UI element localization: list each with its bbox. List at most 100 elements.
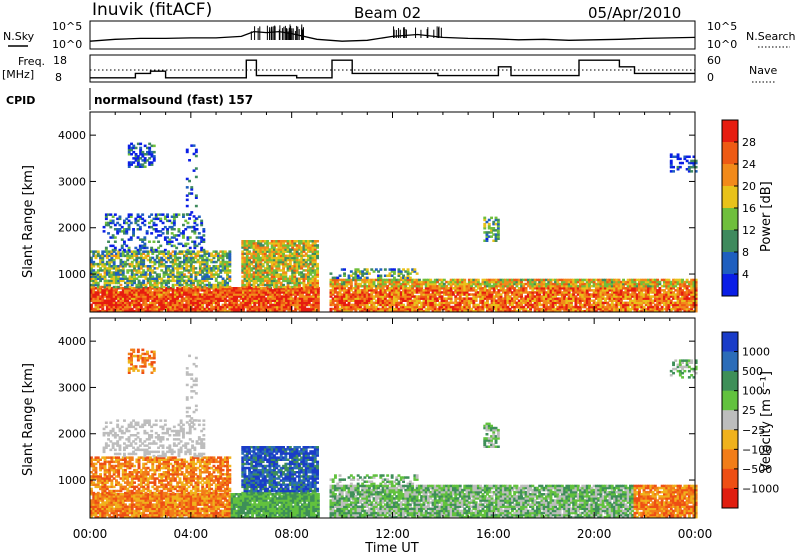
heatmap-cell <box>113 246 117 250</box>
heatmap-cell <box>223 293 227 296</box>
heatmap-cell <box>117 279 121 283</box>
heatmap-cell <box>295 244 299 247</box>
heatmap-cell <box>123 230 126 233</box>
heatmap-cell <box>94 277 98 280</box>
heatmap-cell <box>126 291 130 294</box>
heatmap-cell <box>160 301 164 305</box>
heatmap-cell <box>267 295 270 298</box>
heatmap-cell <box>112 258 116 262</box>
heatmap-cell <box>201 289 205 292</box>
heatmap-cell <box>266 269 270 272</box>
heatmap-cell <box>115 301 118 305</box>
heatmap-cell <box>187 256 191 260</box>
heatmap-cell <box>228 285 232 289</box>
heatmap-cell <box>313 269 317 272</box>
heatmap-cell <box>221 265 225 268</box>
heatmap-cell <box>160 277 164 280</box>
heatmap-cell <box>136 142 140 146</box>
heatmap-cell <box>189 301 193 305</box>
heatmap-cell <box>245 262 249 266</box>
heatmap-cell <box>235 299 239 302</box>
heatmap-cell <box>154 217 158 221</box>
heatmap-cell <box>197 242 201 246</box>
heatmap-cell <box>178 275 182 278</box>
heatmap-cell <box>298 244 301 247</box>
heatmap-cell <box>164 279 168 283</box>
heatmap-cell <box>176 303 180 307</box>
heatmap-cell <box>128 262 132 266</box>
heatmap-cell <box>289 303 293 307</box>
heatmap-cell <box>286 279 290 283</box>
heatmap-cell <box>142 252 146 255</box>
heatmap-cell <box>112 271 116 274</box>
heatmap-cell <box>176 283 180 287</box>
heatmap-cell <box>264 305 268 309</box>
heatmap-cell <box>201 262 205 266</box>
heatmap-cell <box>241 285 245 289</box>
heatmap-cell <box>90 277 93 280</box>
heatmap-cell <box>363 301 367 305</box>
heatmap-cell <box>168 219 172 223</box>
heatmap-cell <box>183 303 186 307</box>
heatmap-cell <box>301 295 304 298</box>
heatmap-cell <box>94 291 98 294</box>
heatmap-cell <box>310 307 313 311</box>
heatmap-cell <box>235 291 239 294</box>
heatmap-cell <box>155 297 159 300</box>
heatmap-cell <box>243 265 247 268</box>
heatmap-cell <box>133 305 136 309</box>
heatmap-cell <box>316 271 319 274</box>
heatmap-cell <box>338 295 342 298</box>
heatmap-cell <box>307 281 310 285</box>
heatmap-cell <box>127 150 131 154</box>
heatmap-cell <box>139 285 143 289</box>
heatmap-cell <box>347 301 351 305</box>
heatmap-cell <box>248 283 251 287</box>
heatmap-cell <box>343 278 346 282</box>
heatmap-cell <box>183 297 186 300</box>
heatmap-cell <box>142 309 146 313</box>
heatmap-cell <box>167 281 170 285</box>
heatmap-cell <box>338 293 342 296</box>
heatmap-cell <box>180 275 184 278</box>
heatmap-cell <box>336 295 340 298</box>
heatmap-cell <box>255 299 259 302</box>
heatmap-cell <box>188 236 192 239</box>
heatmap-cell <box>275 279 279 283</box>
heatmap-cell <box>254 242 258 245</box>
heatmap-cell <box>262 297 266 300</box>
heatmap-cell <box>243 273 247 276</box>
heatmap-cell <box>304 258 308 262</box>
heatmap-cell <box>354 295 358 298</box>
heatmap-cell <box>273 256 276 260</box>
heatmap-cell <box>329 303 333 307</box>
heatmap-cell <box>275 242 279 245</box>
heatmap-cell <box>286 248 290 251</box>
heatmap-cell <box>128 309 132 313</box>
heatmap-cell <box>230 307 234 311</box>
heatmap-cell <box>282 250 285 253</box>
heatmap-cell <box>202 234 206 237</box>
heatmap-cell <box>150 213 154 216</box>
heatmap-cell <box>208 283 211 287</box>
heatmap-cell <box>307 254 310 258</box>
heatmap-cell <box>160 297 164 300</box>
heatmap-cell <box>309 240 313 243</box>
heatmap-cell <box>176 307 180 311</box>
heatmap-cell <box>257 271 260 274</box>
heatmap-cell <box>101 309 105 313</box>
heatmap-cell <box>223 281 227 285</box>
heatmap-cell <box>275 265 279 268</box>
heatmap-cell <box>101 269 105 272</box>
heatmap-cell <box>157 213 160 216</box>
heatmap-cell <box>291 269 295 272</box>
heatmap-cell <box>226 265 229 268</box>
heatmap-cell <box>298 293 302 296</box>
heatmap-cell <box>194 299 198 302</box>
heatmap-cell <box>112 273 116 276</box>
heatmap-cell <box>243 279 247 283</box>
heatmap-cell <box>276 297 279 300</box>
heatmap-cell <box>210 293 214 296</box>
heatmap-cell <box>94 250 98 253</box>
heatmap-cell <box>288 250 292 253</box>
